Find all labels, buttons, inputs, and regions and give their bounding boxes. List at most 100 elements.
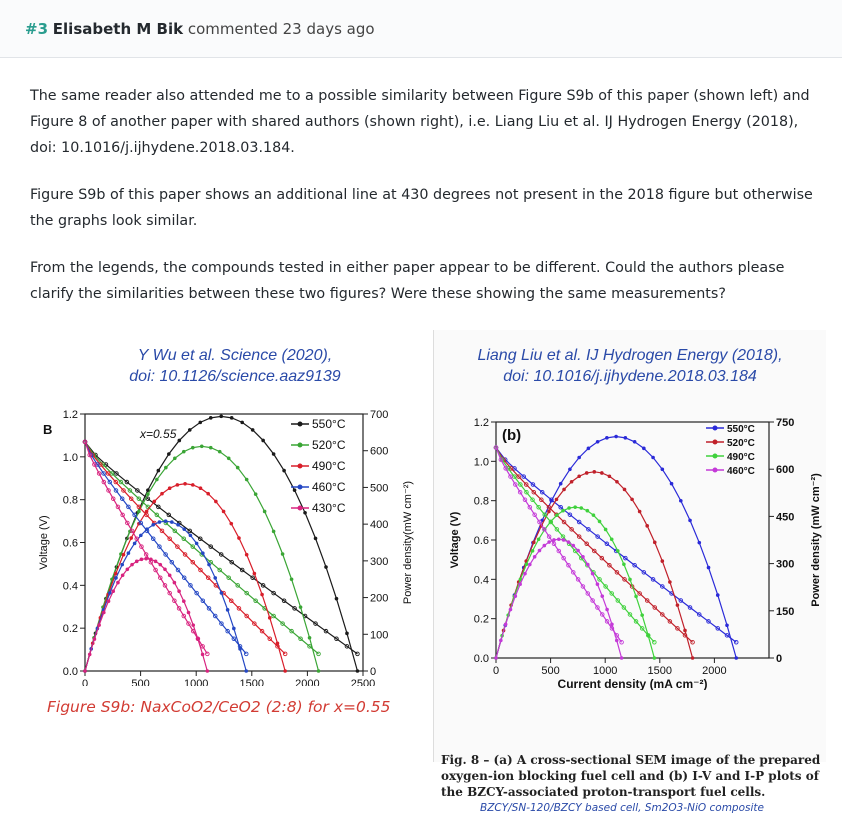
series-power-point (532, 555, 537, 559)
x-tick-label: 0 (493, 665, 499, 677)
series-power-point (173, 456, 177, 461)
series-power-point (250, 428, 255, 432)
legend-label: 550°C (312, 417, 346, 431)
series-power-point (679, 498, 683, 503)
series-iv-point (205, 651, 210, 657)
series-power-point (113, 571, 118, 576)
series-iv-point (280, 621, 285, 626)
series-iv-point (101, 479, 107, 485)
series-iv-point (627, 612, 633, 617)
y2-tick-label: 400 (370, 519, 388, 531)
comment-author[interactable]: Elisabeth M Bik (52, 20, 184, 38)
series-iv-point (600, 612, 605, 617)
series-iv-point (243, 651, 249, 657)
series-power-point (163, 567, 167, 572)
y-tick-label: 0.4 (474, 574, 489, 586)
series-iv-point (667, 619, 673, 624)
series-power-point (172, 580, 177, 585)
series-power-point (146, 492, 150, 496)
series-iv-point (244, 590, 249, 596)
series-power-point (156, 468, 161, 473)
series-power-point (114, 576, 118, 580)
series-power-point (260, 592, 264, 597)
y2-tick-label: 0 (776, 653, 782, 665)
series-iv-point (575, 577, 581, 582)
series-iv-point (169, 559, 175, 565)
series-iv-point (200, 598, 206, 603)
series-power-point (116, 580, 120, 585)
series-iv-point (561, 519, 567, 525)
series-iv-point (623, 555, 628, 561)
series-iv-point (205, 575, 211, 580)
series-iv-point (614, 570, 620, 575)
series-iv-point (334, 636, 339, 642)
series-iv-point (198, 567, 203, 573)
comment-header: #3 Elisabeth M Bik commented 23 days ago (0, 0, 842, 58)
series-power-point (137, 509, 141, 514)
series-iv-point (115, 504, 121, 510)
series-power-point (585, 508, 590, 513)
series-power-point (262, 509, 267, 514)
comment-header-line: #3 Elisabeth M Bik commented 23 days ago (25, 19, 375, 39)
y2-axis-label: Power density (mW cm⁻²) (810, 473, 822, 607)
series-iv-point (244, 613, 249, 619)
series-iv-point (271, 613, 276, 619)
y-axis-label: Voltage (V) (38, 515, 50, 569)
y-tick-label: 0.6 (474, 535, 489, 547)
series-iv-point (132, 512, 137, 518)
series-power-point (313, 536, 318, 541)
series-power-point (153, 559, 158, 564)
series-iv-point (118, 479, 124, 485)
series-iv-point (187, 528, 193, 534)
series-iv-point (503, 466, 508, 471)
series-iv-point (181, 613, 187, 619)
series-iv-point (156, 504, 161, 510)
series-power-point (226, 456, 231, 461)
x-tick-label: 1000 (593, 665, 617, 677)
comment-meta[interactable]: commented 23 days ago (187, 20, 375, 38)
series-iv-point (260, 583, 266, 588)
series-power-point (660, 467, 665, 472)
series-iv-point (218, 552, 224, 557)
series-iv-point (505, 466, 511, 471)
series-power-point (92, 637, 97, 641)
series-iv-point (153, 567, 158, 573)
series-iv-point (508, 466, 514, 471)
series-iv-point (542, 512, 547, 517)
series-iv-point (103, 462, 109, 467)
series-power-point (183, 481, 187, 486)
comment-number[interactable]: #3 (25, 20, 49, 38)
series-power-point (622, 487, 627, 492)
y-axis-label: Voltage (V) (449, 511, 461, 568)
series-iv-point (298, 636, 303, 642)
series-power-point (229, 521, 234, 526)
series-iv-point (106, 488, 111, 493)
series-power-point (213, 576, 218, 580)
series-iv-point (592, 548, 597, 554)
series-power-point (567, 506, 571, 510)
series-power-point (240, 420, 244, 425)
y2-tick-label: 450 (776, 511, 794, 523)
series-iv-point (571, 570, 576, 575)
left-caption: Figure S9b: NaxCoO2/CeO2 (2:8) for x=0.5… (47, 698, 391, 716)
series-power-point (157, 520, 162, 524)
series-iv-point (163, 552, 168, 557)
series-power-point (175, 483, 180, 487)
series-iv-point (644, 598, 650, 603)
series-power-point (225, 608, 230, 612)
series-iv-point (652, 605, 658, 610)
series-iv-point (124, 479, 130, 485)
legend-label: 520°C (727, 438, 755, 449)
series-power-point (573, 505, 577, 509)
y-tick-label: 0.8 (63, 495, 78, 507)
series-power-point (102, 610, 106, 615)
series-power-point (194, 541, 199, 546)
y2-tick-label: 200 (370, 593, 388, 605)
series-power-point (566, 540, 571, 544)
series-power-point (556, 537, 561, 542)
series-power-point (571, 543, 576, 548)
series-iv-point (229, 559, 234, 565)
series-power-point (523, 571, 527, 576)
x-tick-label: 1000 (184, 678, 208, 686)
legend-marker (297, 421, 303, 427)
